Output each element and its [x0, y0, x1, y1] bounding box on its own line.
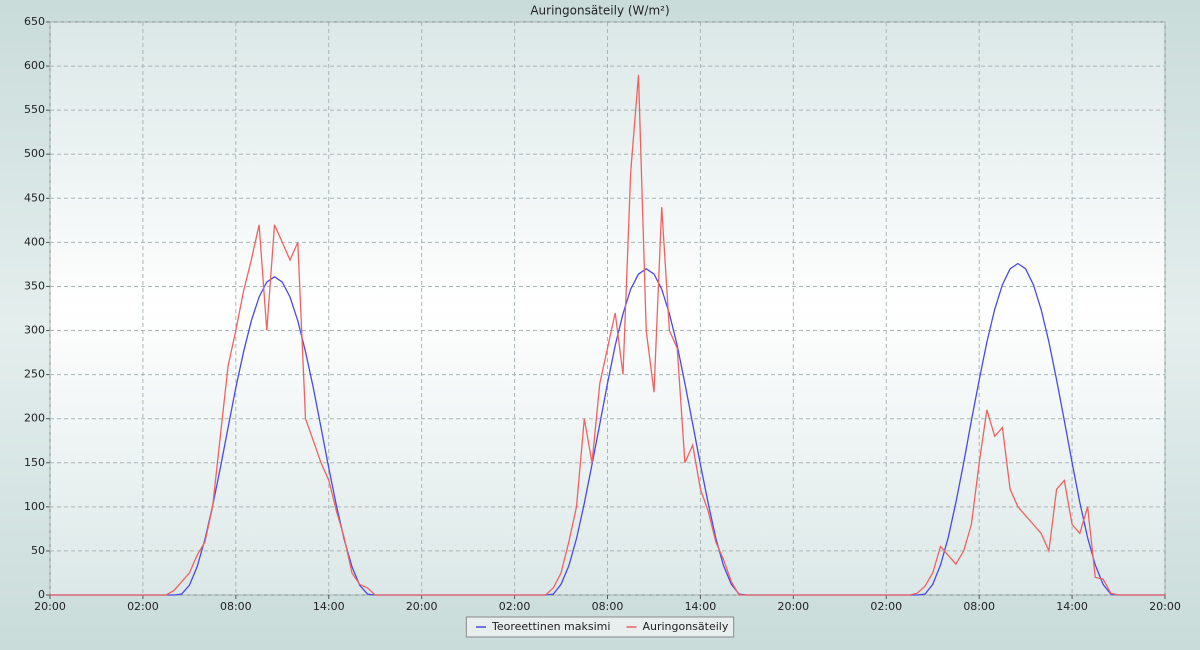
x-tick-label: 14:00: [1056, 600, 1088, 613]
y-tick-label: 350: [24, 279, 45, 292]
legend-label: Teoreettinen maksimi: [491, 620, 610, 633]
x-tick-label: 02:00: [870, 600, 902, 613]
y-tick-label: 550: [24, 103, 45, 116]
y-tick-label: 200: [24, 412, 45, 425]
y-tick-label: 650: [24, 15, 45, 28]
y-tick-label: 250: [24, 368, 45, 381]
series-line: [50, 262, 1165, 596]
chart-title: Auringonsäteily (W/m²): [530, 4, 669, 18]
x-tick-label: 20:00: [406, 600, 438, 613]
x-tick-label: 14:00: [313, 600, 345, 613]
series-line: [50, 74, 1165, 596]
x-tick-label: 20:00: [34, 600, 66, 613]
legend: [465, 616, 735, 638]
y-tick-label: 150: [24, 456, 45, 469]
x-tick-label: 02:00: [499, 600, 531, 613]
x-tick-label: 08:00: [963, 600, 995, 613]
x-tick-label: 20:00: [1149, 600, 1181, 613]
x-tick-label: 08:00: [592, 600, 624, 613]
x-tick-label: 14:00: [685, 600, 717, 613]
legend-label: Auringonsäteily: [642, 620, 728, 633]
y-tick-label: 450: [24, 191, 45, 204]
x-tick-label: 20:00: [777, 600, 809, 613]
x-tick-label: 08:00: [220, 600, 252, 613]
y-tick-label: 500: [24, 147, 45, 160]
y-tick-label: 100: [24, 500, 45, 513]
x-tick-label: 02:00: [127, 600, 159, 613]
y-tick-label: 0: [38, 588, 45, 601]
y-tick-label: 300: [24, 324, 45, 337]
y-tick-label: 600: [24, 59, 45, 72]
y-tick-label: 400: [24, 235, 45, 248]
y-tick-label: 50: [31, 544, 45, 557]
